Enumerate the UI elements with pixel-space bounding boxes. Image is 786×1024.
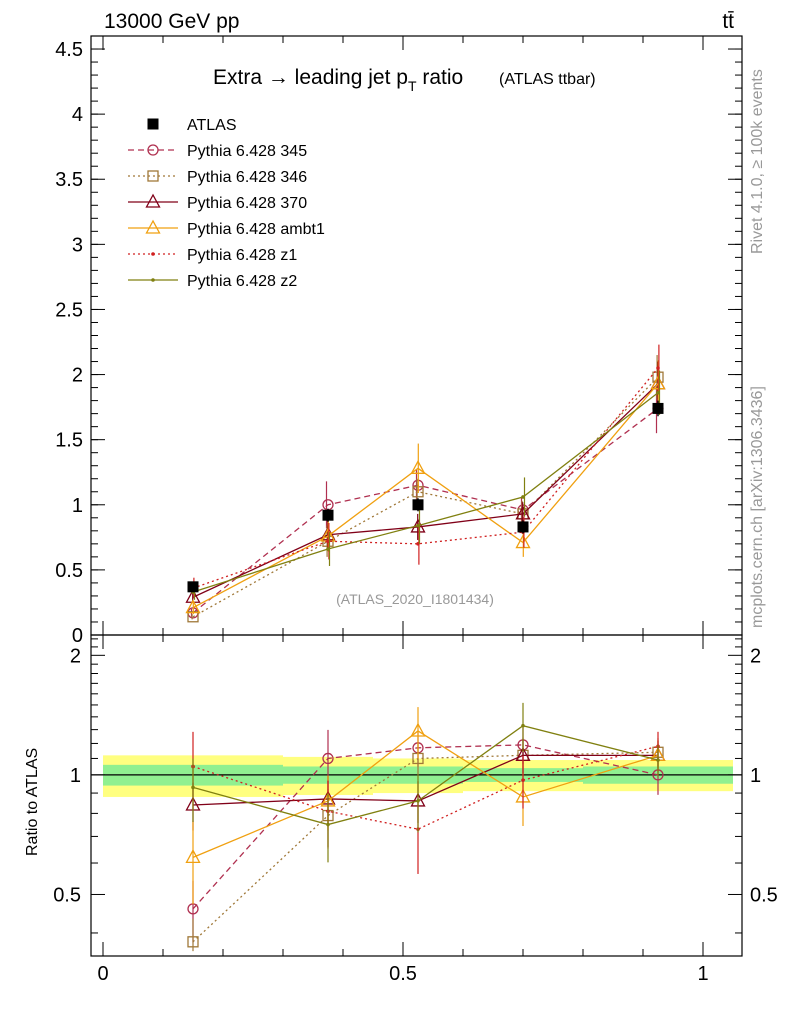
y-tick-label: 4.5 <box>55 39 83 61</box>
energy-label: 13000 GeV pp <box>104 10 239 33</box>
series-5-point <box>521 495 525 499</box>
legend-series-4-label: Pythia 6.428 z1 <box>187 247 297 264</box>
ratio-panel: 0 0.5 1 0.5 0.5 1 1 2 2 <box>53 634 778 985</box>
series-0-line <box>192 407 659 614</box>
series-5-ratio-point <box>656 758 660 762</box>
series-5-point <box>326 547 330 551</box>
series-5-ratio-point <box>326 822 330 827</box>
chart-title-main: Extra → leading jet p <box>213 66 408 89</box>
legend-series-2-label: Pythia 6.428 370 <box>187 195 307 212</box>
ratio-tick-label: 0.5 <box>53 884 81 906</box>
analysis-id-label: (ATLAS_2020_I1801434) <box>336 591 494 607</box>
y-tick-label: 3 <box>72 234 83 256</box>
chart-title: Extra → leading jet pT ratio <box>213 66 463 94</box>
atlas-point <box>517 521 529 533</box>
ratio-frame <box>90 634 743 957</box>
series-5-point <box>416 523 420 528</box>
series-4-ratio-line <box>192 745 659 830</box>
legend-series-5-label: Pythia 6.428 z2 <box>187 273 297 290</box>
series-5-line <box>192 392 659 593</box>
ratio-axis-label: Ratio to ATLAS <box>24 748 41 856</box>
main-panel: 0 0.5 1 1.5 2 2.5 3 3.5 4 4.5 <box>55 35 743 956</box>
y-tick-label: 2 <box>72 365 83 387</box>
x-tick-label: 0.5 <box>389 963 417 985</box>
legend-atlas-marker <box>147 118 159 130</box>
rivet-version-label: Rivet 4.1.0, ≥ 100k events <box>749 69 766 254</box>
chart-title-ratio: ratio <box>417 66 464 89</box>
legend: ATLAS Pythia 6.428 345 Pythia 6.428 346 Pyt… <box>128 117 325 290</box>
legend-series-1-marker <box>147 170 159 182</box>
mcplots-label: mcplots.cern.ch [arXiv:1306.3436] <box>749 386 766 628</box>
series-2-point <box>515 505 531 520</box>
y-tick-label: 0.5 <box>55 560 83 582</box>
chart-title-subscript: T <box>408 78 417 94</box>
series-3-point <box>410 459 426 474</box>
ratio-tick-label-right: 0.5 <box>750 884 778 906</box>
atlas-point <box>652 402 664 414</box>
series-3-ratio-point <box>410 722 426 737</box>
ratio-tick-label: 2 <box>70 645 81 667</box>
y-tick-label: 1.5 <box>55 430 83 452</box>
x-tick-label: 1 <box>697 963 708 985</box>
y-tick-label: 4 <box>72 104 83 126</box>
series-1-line <box>192 376 659 618</box>
ratio-tick-label-right: 2 <box>750 645 761 667</box>
series-3-point <box>515 534 531 549</box>
series-5-point <box>656 390 660 395</box>
y-tick-label: 2.5 <box>55 299 83 321</box>
series-3-ratio-point <box>185 848 201 864</box>
legend-series-4-marker <box>151 252 155 256</box>
series-2-line <box>192 383 659 598</box>
series-0-ratio-point <box>322 752 334 765</box>
y-tick-label: 3.5 <box>55 169 83 191</box>
series-4-line <box>192 367 659 589</box>
series-1-ratio-point <box>187 936 199 948</box>
process-label: tt̄ <box>722 10 734 33</box>
legend-series-5-marker <box>151 278 155 282</box>
ratio-tick-label: 1 <box>70 765 81 787</box>
series-4-point <box>656 366 660 370</box>
atlas-point <box>187 581 199 593</box>
series-5-ratio-point <box>191 785 195 790</box>
legend-series-0-marker <box>147 144 159 156</box>
series-3-point <box>185 599 201 614</box>
series-5-ratio-point <box>416 799 420 803</box>
series-4-ratio-point <box>521 778 525 782</box>
legend-series-3-marker <box>145 219 161 234</box>
atlas-point <box>412 499 424 511</box>
legend-series-1-label: Pythia 6.428 346 <box>187 169 307 186</box>
legend-series-0-label: Pythia 6.428 345 <box>187 143 307 160</box>
legend-series-2-marker <box>145 193 161 208</box>
ratio-tick-label-right: 1 <box>750 765 761 787</box>
series-3-line <box>192 383 659 609</box>
y-tick-label: 0 <box>72 625 83 647</box>
y-tick-label: 1 <box>72 495 83 517</box>
chart-title-note: (ATLAS ttbar) <box>499 71 596 88</box>
x-tick-label: 0 <box>97 963 108 985</box>
legend-series-3-label: Pythia 6.428 ambt1 <box>187 221 325 238</box>
series-3-point <box>650 375 666 390</box>
series-5-ratio-point <box>521 723 525 728</box>
legend-atlas-label: ATLAS <box>187 117 237 134</box>
atlas-point <box>322 509 334 521</box>
